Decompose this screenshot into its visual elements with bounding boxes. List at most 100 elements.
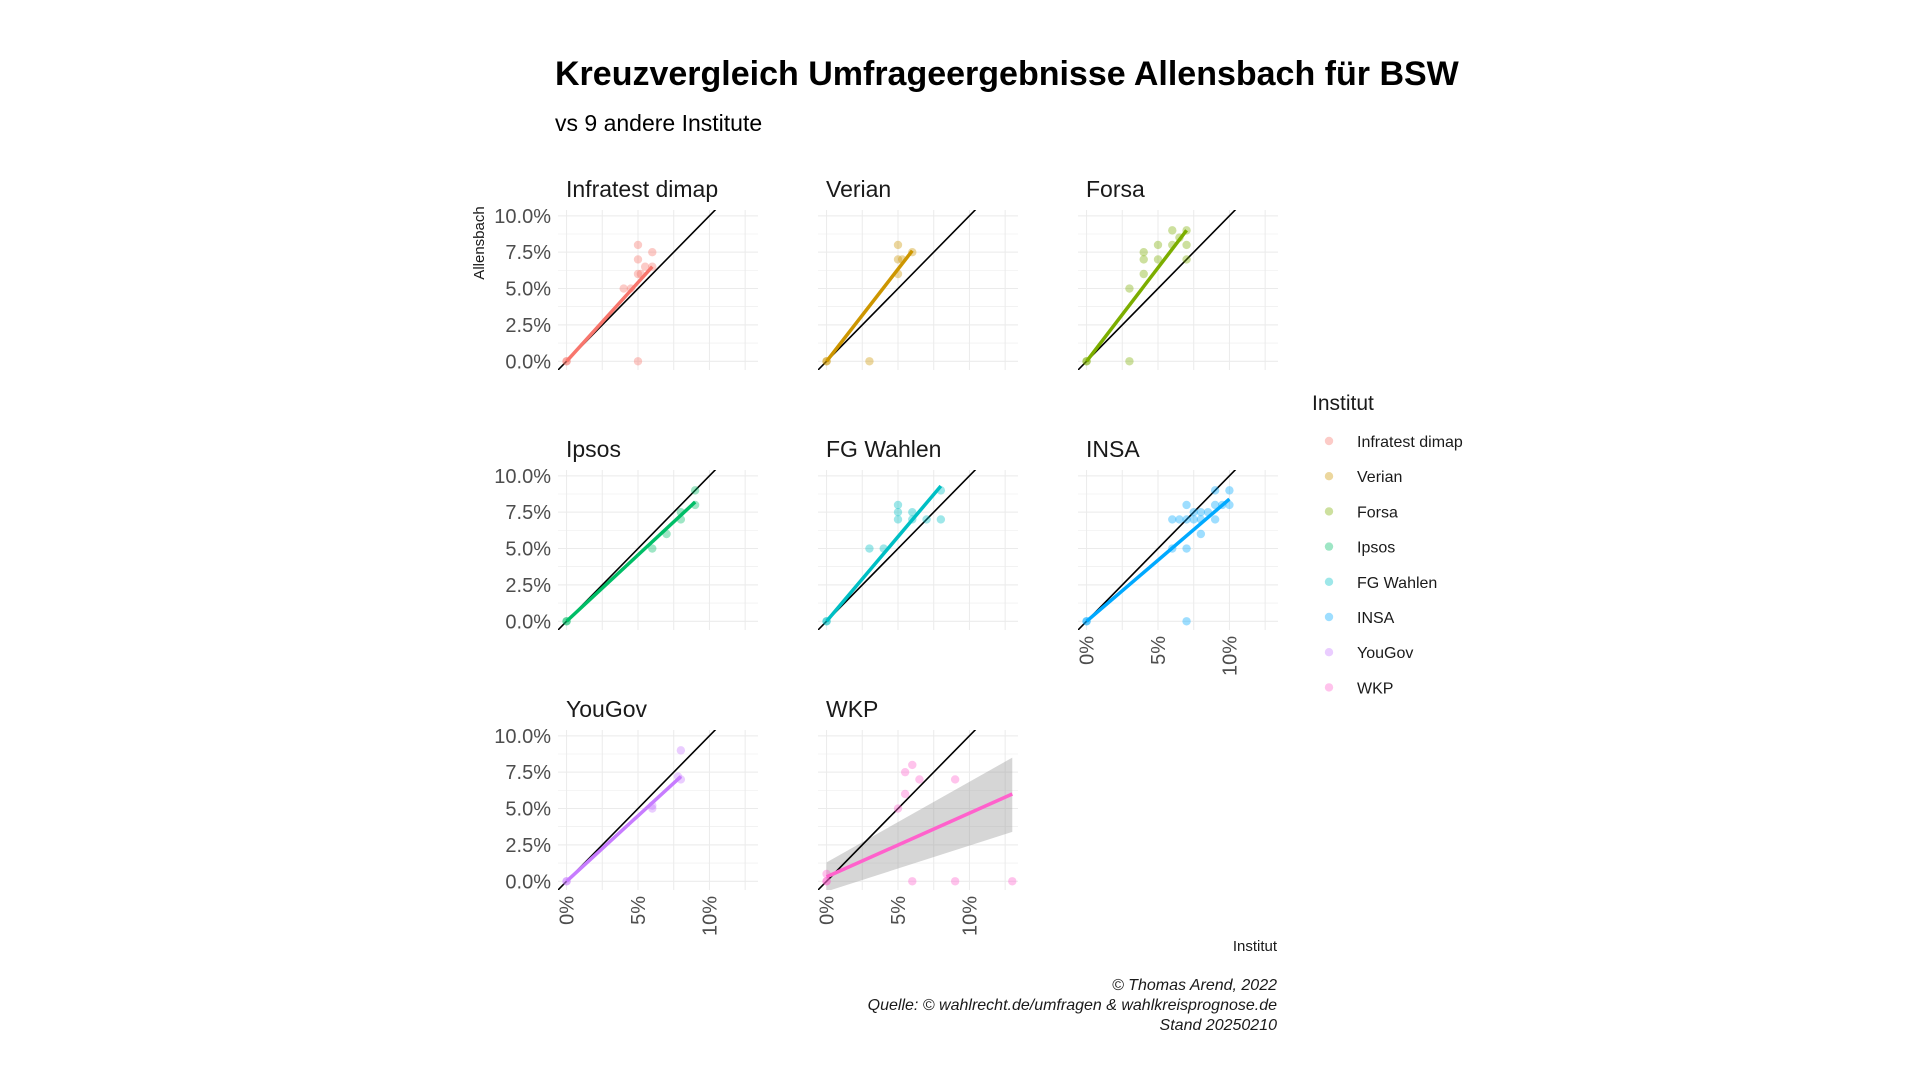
data-point: [1182, 617, 1191, 626]
legend-key: [1324, 436, 1334, 446]
data-point: [1153, 255, 1163, 264]
legend-label: Verian: [1357, 469, 1402, 486]
panel-forsa: Forsa: [1078, 176, 1278, 370]
legend-label: Ipsos: [1357, 540, 1395, 557]
legend-title: Institut: [1312, 392, 1374, 415]
gridlines: [818, 730, 1018, 890]
data-point: [822, 877, 831, 886]
data-point: [908, 760, 917, 770]
legend-key: [1324, 542, 1334, 551]
data-point: [633, 255, 643, 264]
legend-key: [1324, 648, 1334, 657]
data-point: [865, 357, 874, 366]
gridlines: [558, 470, 758, 630]
data-point: [690, 486, 700, 495]
data-point: [1139, 269, 1148, 279]
panel-title-fg-wahlen: FG Wahlen: [826, 436, 941, 462]
legend-label: YouGov: [1357, 645, 1413, 662]
data-point: [1168, 515, 1177, 524]
legend-item-infratest-dimap: Infratest dimap: [1324, 434, 1463, 451]
legend: Institut Infratest dimap Verian Forsa Ipsos…: [1312, 392, 1463, 697]
y-tick-label: 5.0%: [505, 799, 551, 821]
x-tick-label: 0%: [557, 896, 579, 925]
y-tick-label: 0.0%: [505, 351, 551, 373]
panel-plot-area: [1078, 210, 1237, 370]
caption-source: Quelle: © wahlrecht.de/umfragen & wahlkr…: [868, 997, 1277, 1014]
data-point: [908, 507, 917, 517]
y-tick-label: 5.0%: [505, 539, 551, 561]
data-point: [893, 515, 903, 524]
data-point: [900, 767, 910, 777]
caption-date: Stand 20250210: [1160, 1017, 1278, 1034]
data-point: [822, 877, 831, 886]
y-tick-label: 2.5%: [505, 575, 551, 597]
panel-verian: Verian: [818, 176, 1018, 370]
y-tick-label: 10.0%: [494, 726, 551, 748]
reference-line: [818, 730, 977, 890]
data-point: [1139, 247, 1148, 257]
gridlines: [818, 470, 1018, 630]
x-tick-label: 0%: [1077, 636, 1099, 665]
panel-yougov: YouGov 0.0% 2.5% 5.0% 7.5% 10.0% 0% 5% 10%: [494, 696, 758, 936]
data-point: [865, 544, 874, 553]
caption-author: © Thomas Arend, 2022: [1112, 977, 1277, 994]
data-point: [1225, 486, 1234, 495]
gridlines: [818, 210, 1018, 370]
x-tick-label: 10%: [1219, 636, 1241, 676]
data-point: [619, 284, 628, 293]
reference-line: [1078, 210, 1237, 370]
panel-plot-area: [818, 470, 977, 630]
data-point: [893, 804, 903, 813]
x-tick-label: 5%: [628, 896, 650, 925]
legend-item-ipsos: Ipsos: [1324, 540, 1395, 557]
y-tick-label: 5.0%: [505, 279, 551, 301]
data-point: [900, 789, 910, 799]
legend-key: [1324, 612, 1334, 622]
legend-item-fg-wahlen: FG Wahlen: [1324, 575, 1437, 592]
data-point: [633, 240, 643, 250]
data-point: [893, 507, 903, 517]
y-tick-label: 0.0%: [505, 611, 551, 633]
panel-title-forsa: Forsa: [1086, 176, 1145, 202]
data-point: [936, 515, 946, 524]
panel-title-wkp: WKP: [826, 696, 878, 722]
legend-item-verian: Verian: [1324, 469, 1402, 486]
data-point: [893, 500, 903, 510]
legend-label: Infratest dimap: [1357, 434, 1463, 451]
fit-line: [825, 249, 914, 363]
data-point: [1210, 500, 1220, 510]
data-point: [633, 357, 643, 366]
data-point: [1196, 507, 1206, 517]
fit-line: [1085, 229, 1188, 363]
data-point: [1210, 515, 1220, 524]
data-point: [915, 775, 924, 784]
y-tick-label: 2.5%: [505, 315, 551, 337]
data-point: [893, 255, 903, 264]
data-point: [1125, 284, 1134, 293]
legend-label: FG Wahlen: [1357, 575, 1437, 592]
data-point: [1182, 515, 1191, 524]
data-point: [648, 544, 657, 553]
panel-plot-area: [1078, 470, 1237, 630]
panel-wkp: WKP 0% 5% 10%: [817, 696, 1018, 936]
panel-ipsos: Ipsos 0.0% 2.5% 5.0% 7.5% 10.0%: [494, 436, 758, 633]
legend-key: [1324, 472, 1334, 481]
panel-title-verian: Verian: [826, 176, 891, 202]
gridlines: [558, 730, 758, 890]
data-point: [1153, 240, 1163, 250]
data-point: [1189, 507, 1198, 517]
fit-line: [1085, 497, 1231, 623]
data-point: [1182, 544, 1191, 553]
x-tick-label: 5%: [1148, 636, 1170, 665]
data-point: [1182, 255, 1191, 264]
data-point: [1125, 357, 1134, 366]
data-point: [633, 269, 643, 279]
fit-line: [565, 775, 683, 883]
data-point: [1189, 515, 1198, 524]
y-tick-label: 7.5%: [505, 502, 551, 524]
data-point: [640, 262, 650, 271]
y-tick-label: 7.5%: [505, 762, 551, 784]
data-point: [950, 877, 960, 886]
reference-line: [1078, 470, 1237, 630]
panel-plot-area: [558, 730, 717, 890]
